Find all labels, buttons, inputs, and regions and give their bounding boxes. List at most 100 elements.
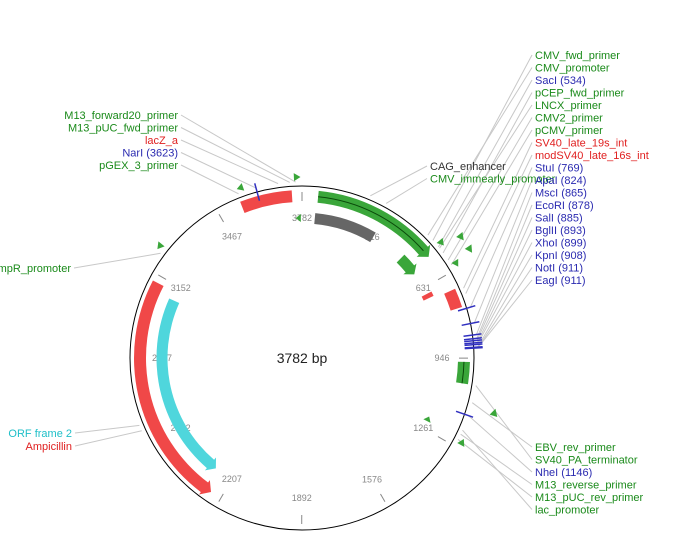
- tick-mark: [380, 493, 386, 503]
- plasmid-backbone: [129, 185, 475, 531]
- plasmid-length-label: 3782 bp: [277, 350, 328, 366]
- label-leader: [73, 252, 161, 269]
- label-m13-reverse-primer: M13_reverse_primer: [535, 480, 637, 492]
- label-cmv-fwd-primer: CMV_fwd_primer: [535, 50, 620, 62]
- label-leader: [180, 127, 290, 183]
- restriction-site-mark: [463, 336, 482, 341]
- tick-label: 1261: [413, 423, 433, 433]
- label-ampicillin: Ampicillin: [26, 441, 72, 453]
- label-lncx-primer: LNCX_primer: [535, 100, 602, 112]
- label-ebv-rev-primer: EBV_rev_primer: [535, 442, 616, 454]
- label-sv40-late-19s-int: SV40_late_19s_int: [535, 138, 627, 150]
- feature-cmv-promoter-small: [396, 254, 417, 275]
- restriction-site-mark: [464, 341, 483, 345]
- feature-ampicillin: [134, 280, 212, 495]
- tick-mark: [437, 436, 446, 442]
- primer-arrow: [236, 183, 245, 191]
- tick-label: 631: [416, 283, 431, 293]
- restriction-site-mark: [455, 410, 474, 418]
- restriction-site-mark: [464, 343, 483, 347]
- label-leader: [385, 178, 428, 204]
- feature-cag-enhancer: [314, 213, 376, 243]
- label-bglii-893: BglII (893): [535, 225, 586, 237]
- label-leader: [370, 165, 428, 197]
- label-orf-frame-2: ORF frame 2: [8, 428, 72, 440]
- primer-arrow: [451, 258, 459, 267]
- feature-sv40-intron: [444, 288, 463, 311]
- label-leader: [467, 415, 533, 473]
- label-leader: [180, 152, 257, 189]
- label-leader: [477, 279, 533, 349]
- tick-label: 1576: [362, 474, 382, 484]
- tick-mark: [158, 274, 167, 280]
- label-m13-puc-rev-primer: M13_pUC_rev_primer: [535, 492, 644, 504]
- primer-arrow: [423, 416, 431, 423]
- label-lac-promoter: lac_promoter: [535, 505, 600, 517]
- restriction-site-mark: [464, 346, 483, 350]
- tick-mark: [218, 493, 224, 502]
- feature-labels: M13_forward20_primerM13_pUC_fwd_primerla…: [0, 50, 649, 517]
- primer-arrow: [456, 232, 464, 241]
- label-leader: [460, 433, 533, 485]
- label-leader: [180, 164, 239, 195]
- primer-arrow: [489, 408, 498, 417]
- primer-arrow: [464, 244, 473, 253]
- tick-label: 3152: [171, 283, 191, 293]
- label-leader: [457, 439, 533, 498]
- label-m13-forward20-primer: M13_forward20_primer: [64, 110, 178, 122]
- label-cmv-immearly-promoter: CMV_immearly_promoter: [430, 174, 556, 186]
- label-leader: [180, 139, 279, 185]
- restriction-site-mark: [464, 339, 483, 343]
- label-leader: [438, 79, 533, 248]
- label-cag-enhancer: CAG_enhancer: [430, 161, 506, 173]
- label-msci-865: MscI (865): [535, 188, 587, 200]
- primer-arrow: [457, 439, 465, 447]
- label-leader: [74, 424, 140, 434]
- label-leader: [476, 204, 533, 339]
- label-nhei-1146: NheI (1146): [535, 467, 592, 479]
- label-leader: [477, 242, 533, 345]
- label-leader: [465, 154, 533, 294]
- label-stui-769: StuI (769): [535, 163, 583, 175]
- label-leader: [476, 217, 533, 341]
- restriction-site-mark: [464, 345, 483, 349]
- label-nari-3623: NarI (3623): [122, 148, 178, 160]
- primer-arrow: [293, 173, 301, 182]
- label-ecori-878: EcoRI (878): [535, 200, 594, 212]
- label-pcmv-primer: pCMV_primer: [535, 125, 603, 137]
- label-leader: [439, 104, 533, 249]
- label-leader-lines: [73, 54, 533, 510]
- primer-arrow: [157, 241, 165, 250]
- label-leader: [74, 430, 142, 447]
- label-lacz-a: lacZ_a: [145, 135, 179, 147]
- label-pcep-fwd-primer: pCEP_fwd_primer: [535, 88, 625, 100]
- primer-marks: [157, 173, 498, 447]
- label-leader: [442, 92, 533, 254]
- feature-lacz-a: [240, 190, 293, 213]
- label-leader: [463, 142, 533, 289]
- label-noti-911: NotI (911): [535, 263, 583, 275]
- label-modsv40-late-16s-int: modSV40_late_16s_int: [535, 150, 649, 162]
- tick-label: 3467: [222, 232, 242, 242]
- feature-centerline: [318, 196, 424, 252]
- label-leader: [427, 67, 533, 236]
- tick-label: 3782: [292, 213, 312, 223]
- primer-arrow: [295, 214, 301, 223]
- label-m13-puc-fwd-primer: M13_pUC_fwd_primer: [68, 123, 178, 135]
- label-leader: [462, 429, 533, 510]
- restriction-site-mark: [254, 183, 261, 201]
- restriction-site-mark: [463, 333, 482, 338]
- feature-cmv-promoter-arc: [317, 190, 431, 257]
- label-apai-824: ApaI (824): [535, 175, 586, 187]
- label-leader: [475, 192, 533, 335]
- label-pgex-3-primer: pGEX_3_primer: [99, 160, 178, 172]
- tick-mark: [437, 274, 447, 281]
- label-leader: [475, 385, 533, 460]
- tick-label: 2207: [222, 474, 242, 484]
- label-leader: [473, 179, 533, 323]
- label-xhoi-899: XhoI (899): [535, 238, 586, 250]
- label-cmv-promoter: CMV_promoter: [535, 63, 610, 75]
- label-cmv2-primer: CMV2_primer: [535, 113, 603, 125]
- label-leader: [450, 129, 533, 266]
- restriction-site-mark: [461, 320, 480, 327]
